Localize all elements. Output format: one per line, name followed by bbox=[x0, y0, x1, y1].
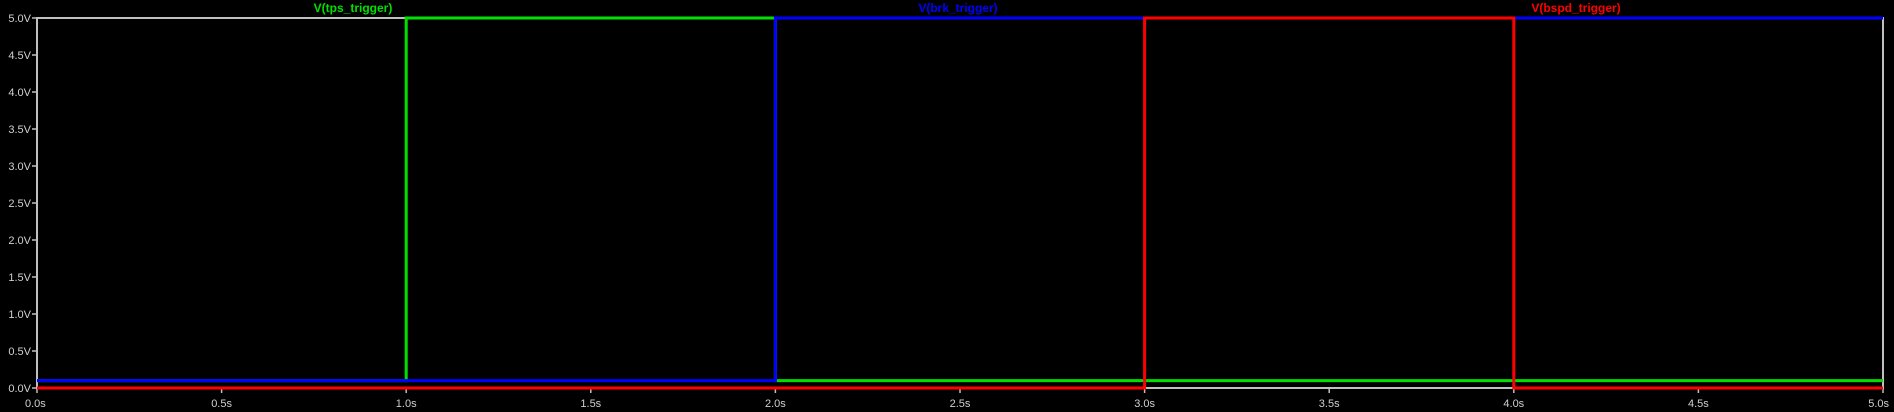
x-tick-label: 0.5s bbox=[211, 398, 232, 410]
legend: V(tps_trigger) V(brk_trigger) V(bspd_trigg… bbox=[314, 1, 1621, 15]
x-tick-label: 2.0s bbox=[765, 398, 786, 410]
series-traces bbox=[37, 16, 1883, 390]
y-axis: 0.0V 0.5V 1.0V 1.5V 2.0V 2.5V 3.0V 3.5V 4.0V 4.5V… bbox=[8, 13, 37, 395]
y-tick-label: 0.5V bbox=[8, 346, 31, 358]
x-tick-label: 1.5s bbox=[580, 398, 601, 410]
x-tick-label: 3.0s bbox=[1134, 398, 1155, 410]
y-tick-label: 4.5V bbox=[8, 50, 31, 62]
y-tick-label: 4.0V bbox=[8, 87, 31, 99]
x-tick-label: 4.5s bbox=[1688, 398, 1709, 410]
y-tick-label: 5.0V bbox=[8, 13, 31, 25]
x-tick-label: 5.0s bbox=[1868, 398, 1889, 410]
x-tick-label: 1.0s bbox=[396, 398, 417, 410]
y-tick-label: 2.0V bbox=[8, 235, 31, 247]
legend-entry: V(bspd_trigger) bbox=[1531, 1, 1620, 15]
y-tick-label: 2.5V bbox=[8, 198, 31, 210]
x-tick-label: 0.0s bbox=[25, 398, 46, 410]
x-tick-label: 3.5s bbox=[1319, 398, 1340, 410]
y-tick-label: 0.0V bbox=[8, 383, 31, 395]
y-tick-label: 3.5V bbox=[8, 124, 31, 136]
series-line-2 bbox=[37, 16, 1883, 390]
x-tick-label: 4.0s bbox=[1503, 398, 1524, 410]
y-tick-label: 1.5V bbox=[8, 272, 31, 284]
legend-entry: V(tps_trigger) bbox=[314, 1, 393, 15]
legend-entry: V(brk_trigger) bbox=[918, 1, 997, 15]
x-tick-label: 2.5s bbox=[950, 398, 971, 410]
y-tick-label: 1.0V bbox=[8, 309, 31, 321]
y-tick-label: 3.0V bbox=[8, 161, 31, 173]
